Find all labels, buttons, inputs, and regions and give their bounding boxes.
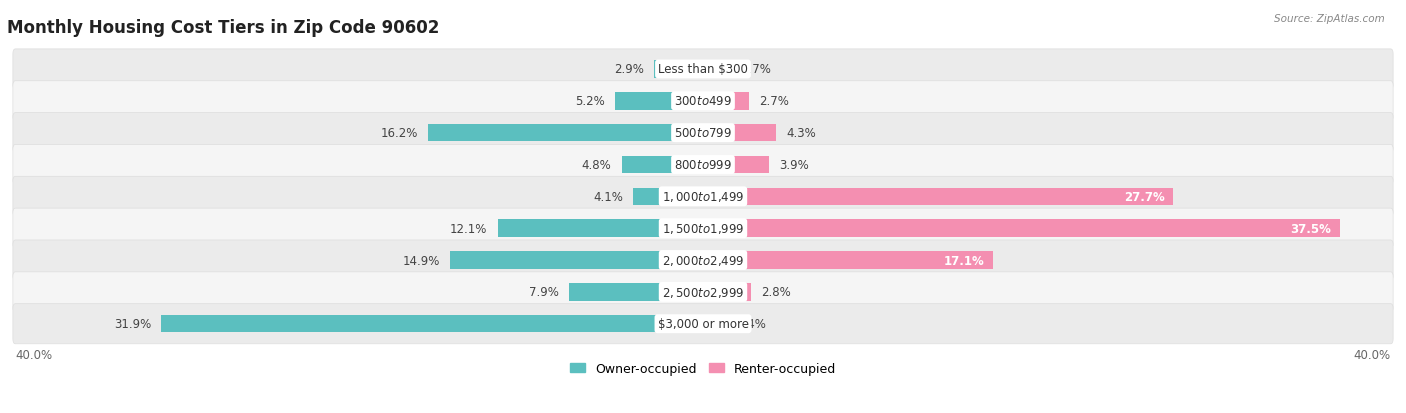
FancyBboxPatch shape	[13, 81, 1393, 121]
Text: 14.9%: 14.9%	[402, 254, 440, 267]
Text: 2.9%: 2.9%	[613, 63, 644, 76]
FancyBboxPatch shape	[13, 209, 1393, 249]
Bar	[703, 125, 776, 142]
Text: Monthly Housing Cost Tiers in Zip Code 90602: Monthly Housing Cost Tiers in Zip Code 9…	[7, 19, 439, 37]
Text: 1.7%: 1.7%	[742, 63, 772, 76]
Bar	[703, 157, 769, 174]
Text: 17.1%: 17.1%	[943, 254, 984, 267]
Text: $1,500 to $1,999: $1,500 to $1,999	[662, 222, 744, 236]
FancyBboxPatch shape	[13, 272, 1393, 312]
Text: 40.0%: 40.0%	[15, 348, 52, 361]
FancyBboxPatch shape	[13, 177, 1393, 217]
Text: 2.8%: 2.8%	[761, 286, 790, 299]
Text: $2,000 to $2,499: $2,000 to $2,499	[662, 254, 744, 267]
FancyBboxPatch shape	[13, 304, 1393, 344]
Text: 4.8%: 4.8%	[582, 159, 612, 171]
Legend: Owner-occupied, Renter-occupied: Owner-occupied, Renter-occupied	[565, 357, 841, 380]
Text: 12.1%: 12.1%	[450, 222, 488, 235]
Bar	[569, 283, 703, 301]
Bar	[703, 252, 993, 269]
Text: $3,000 or more: $3,000 or more	[658, 318, 748, 330]
Bar	[703, 93, 749, 110]
Bar	[703, 315, 727, 333]
Text: 27.7%: 27.7%	[1123, 190, 1164, 203]
Text: 31.9%: 31.9%	[114, 318, 152, 330]
Bar	[614, 93, 703, 110]
Bar	[703, 220, 1340, 237]
Bar	[427, 125, 703, 142]
Text: 1.4%: 1.4%	[737, 318, 766, 330]
Text: $800 to $999: $800 to $999	[673, 159, 733, 171]
FancyBboxPatch shape	[13, 50, 1393, 90]
FancyBboxPatch shape	[13, 113, 1393, 153]
Text: 4.3%: 4.3%	[786, 127, 815, 140]
FancyBboxPatch shape	[13, 240, 1393, 280]
Bar	[450, 252, 703, 269]
Bar	[621, 157, 703, 174]
Text: 7.9%: 7.9%	[529, 286, 558, 299]
Text: $500 to $799: $500 to $799	[673, 127, 733, 140]
Text: $1,000 to $1,499: $1,000 to $1,499	[662, 190, 744, 204]
Text: 16.2%: 16.2%	[381, 127, 418, 140]
Bar	[162, 315, 703, 333]
Text: $2,500 to $2,999: $2,500 to $2,999	[662, 285, 744, 299]
Bar	[633, 188, 703, 206]
Text: 3.9%: 3.9%	[779, 159, 808, 171]
Bar	[703, 283, 751, 301]
Bar	[498, 220, 703, 237]
Text: Less than $300: Less than $300	[658, 63, 748, 76]
Text: $300 to $499: $300 to $499	[673, 95, 733, 108]
Text: 4.1%: 4.1%	[593, 190, 623, 203]
Text: 5.2%: 5.2%	[575, 95, 605, 108]
Text: 40.0%: 40.0%	[1354, 348, 1391, 361]
Bar	[703, 188, 1173, 206]
Text: Source: ZipAtlas.com: Source: ZipAtlas.com	[1274, 14, 1385, 24]
Text: 37.5%: 37.5%	[1291, 222, 1331, 235]
Text: 2.7%: 2.7%	[759, 95, 789, 108]
FancyBboxPatch shape	[13, 145, 1393, 185]
Bar	[654, 61, 703, 78]
Bar	[703, 61, 733, 78]
